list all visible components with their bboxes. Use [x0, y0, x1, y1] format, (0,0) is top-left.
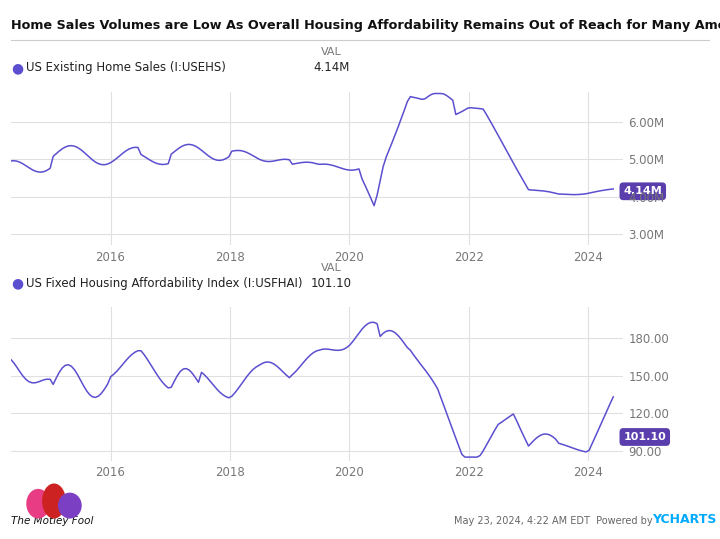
Text: 4.14M: 4.14M — [624, 186, 662, 196]
Text: May 23, 2024, 4:22 AM EDT  Powered by: May 23, 2024, 4:22 AM EDT Powered by — [454, 515, 652, 526]
Text: ●: ● — [11, 61, 23, 75]
Text: Home Sales Volumes are Low As Overall Housing Affordability Remains Out of Reach: Home Sales Volumes are Low As Overall Ho… — [11, 19, 720, 32]
Text: 101.10: 101.10 — [624, 432, 666, 442]
Text: ●: ● — [11, 277, 23, 291]
Text: The Motley Fool: The Motley Fool — [11, 515, 93, 526]
Text: US Fixed Housing Affordability Index (I:USFHAI): US Fixed Housing Affordability Index (I:… — [26, 277, 302, 289]
Text: YCHARTS: YCHARTS — [652, 513, 716, 526]
Text: US Existing Home Sales (I:USEHS): US Existing Home Sales (I:USEHS) — [26, 61, 226, 74]
Text: VAL: VAL — [321, 263, 341, 273]
Text: 4.14M: 4.14M — [313, 61, 349, 74]
Text: 101.10: 101.10 — [311, 277, 351, 289]
Text: VAL: VAL — [321, 47, 341, 58]
